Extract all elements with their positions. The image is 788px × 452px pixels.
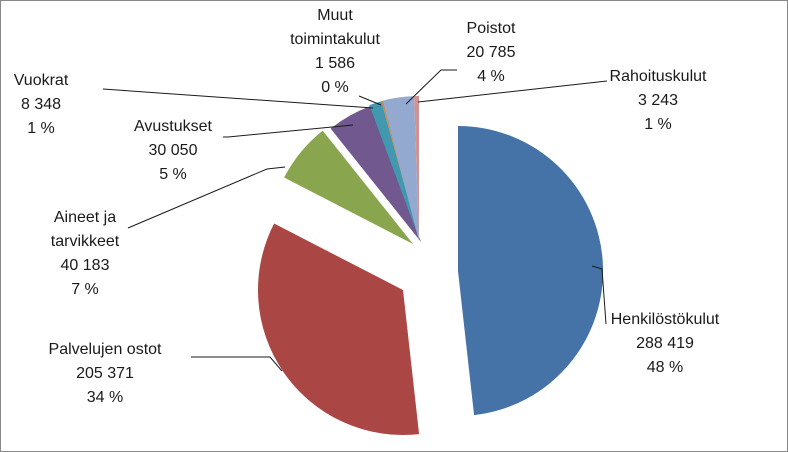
pie-slices [258,95,604,436]
leader-line-palvelujen-ostot [191,356,283,372]
data-label-avustukset: Avustukset 30 050 5 % [134,118,213,183]
data-label-rahoituskulut: Rahoituskulut 3 243 1 % [610,68,708,133]
leader-line-aineet-ja-tarvikkeet [127,166,286,229]
leader-line-avustukset [223,124,354,138]
leader-line-rahoituskulut [417,80,608,103]
leader-line-poistot [405,69,457,105]
leader-line-vuokrat [102,88,374,109]
pie-slice-avustukset [330,106,421,242]
pie-slice-rahoituskulut [414,95,419,242]
pie-slice-henkilostokulut [458,125,604,416]
data-label-poistot: Poistot 20 785 4 % [467,20,516,85]
data-labels: Henkilöstökulut 288 419 48 % Palvelujen ost… [14,7,720,406]
leader-line-muut-toimintakulut [358,95,382,106]
pie-slice-palvelujen-ostot [258,223,420,436]
data-label-vuokrat: Vuokrat 8 348 1 % [14,72,69,137]
leader-line-henkilostokulut [591,265,607,325]
data-label-henkilostokulut: Henkilöstökulut 288 419 48 % [611,311,720,376]
data-label-muut-toimintakulut: Muut toimintakulut 1 586 0 % [290,7,380,96]
data-label-aineet-ja-tarvikkeet: Aineet ja tarvikkeet 40 183 7 % [51,209,120,298]
pie-slice-vuokrat [369,101,420,241]
pie-slice-aineet-ja-tarvikkeet [284,130,413,244]
data-label-palvelujen-ostot: Palvelujen ostot 205 371 34 % [49,341,163,406]
pie-slice-poistot [382,96,419,241]
leader-lines [102,69,608,372]
